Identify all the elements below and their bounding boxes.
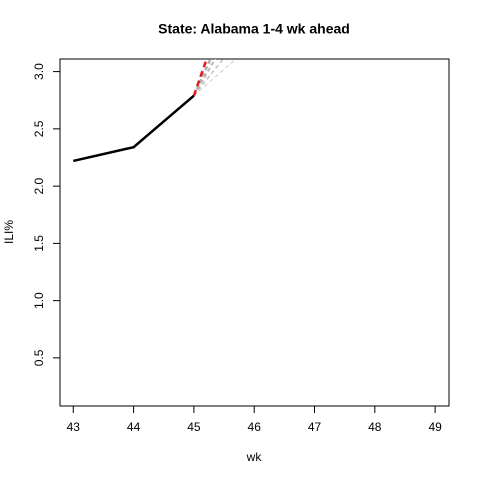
x-tick-label: 47 — [308, 420, 322, 434]
lines — [72, 59, 237, 163]
y-axis-label: ILI% — [2, 220, 16, 244]
x-tick-label: 45 — [187, 420, 201, 434]
y-tick-label: 2.5 — [32, 120, 46, 137]
series-line — [72, 94, 195, 163]
series-line — [192, 59, 212, 97]
y-tick-label: 3.0 — [32, 63, 46, 80]
x-axis-label: wk — [246, 450, 263, 464]
series-line — [193, 59, 225, 97]
x-tick-label: 48 — [368, 420, 382, 434]
y-tick-label: 2.0 — [32, 177, 46, 194]
y-tick-label: 1.0 — [32, 292, 46, 309]
x-tick-label: 49 — [428, 420, 442, 434]
y-tick-label: 0.5 — [32, 349, 46, 366]
series-line — [193, 59, 237, 97]
x-tick-label: 43 — [67, 420, 81, 434]
y-tick-label: 1.5 — [32, 235, 46, 252]
plot-box — [59, 58, 450, 407]
series-line — [192, 59, 208, 97]
series-line — [193, 59, 217, 97]
x-tick-label: 44 — [127, 420, 141, 434]
x-tick-label: 46 — [248, 420, 262, 434]
chart-title: State: Alabama 1-4 wk ahead — [158, 21, 350, 37]
